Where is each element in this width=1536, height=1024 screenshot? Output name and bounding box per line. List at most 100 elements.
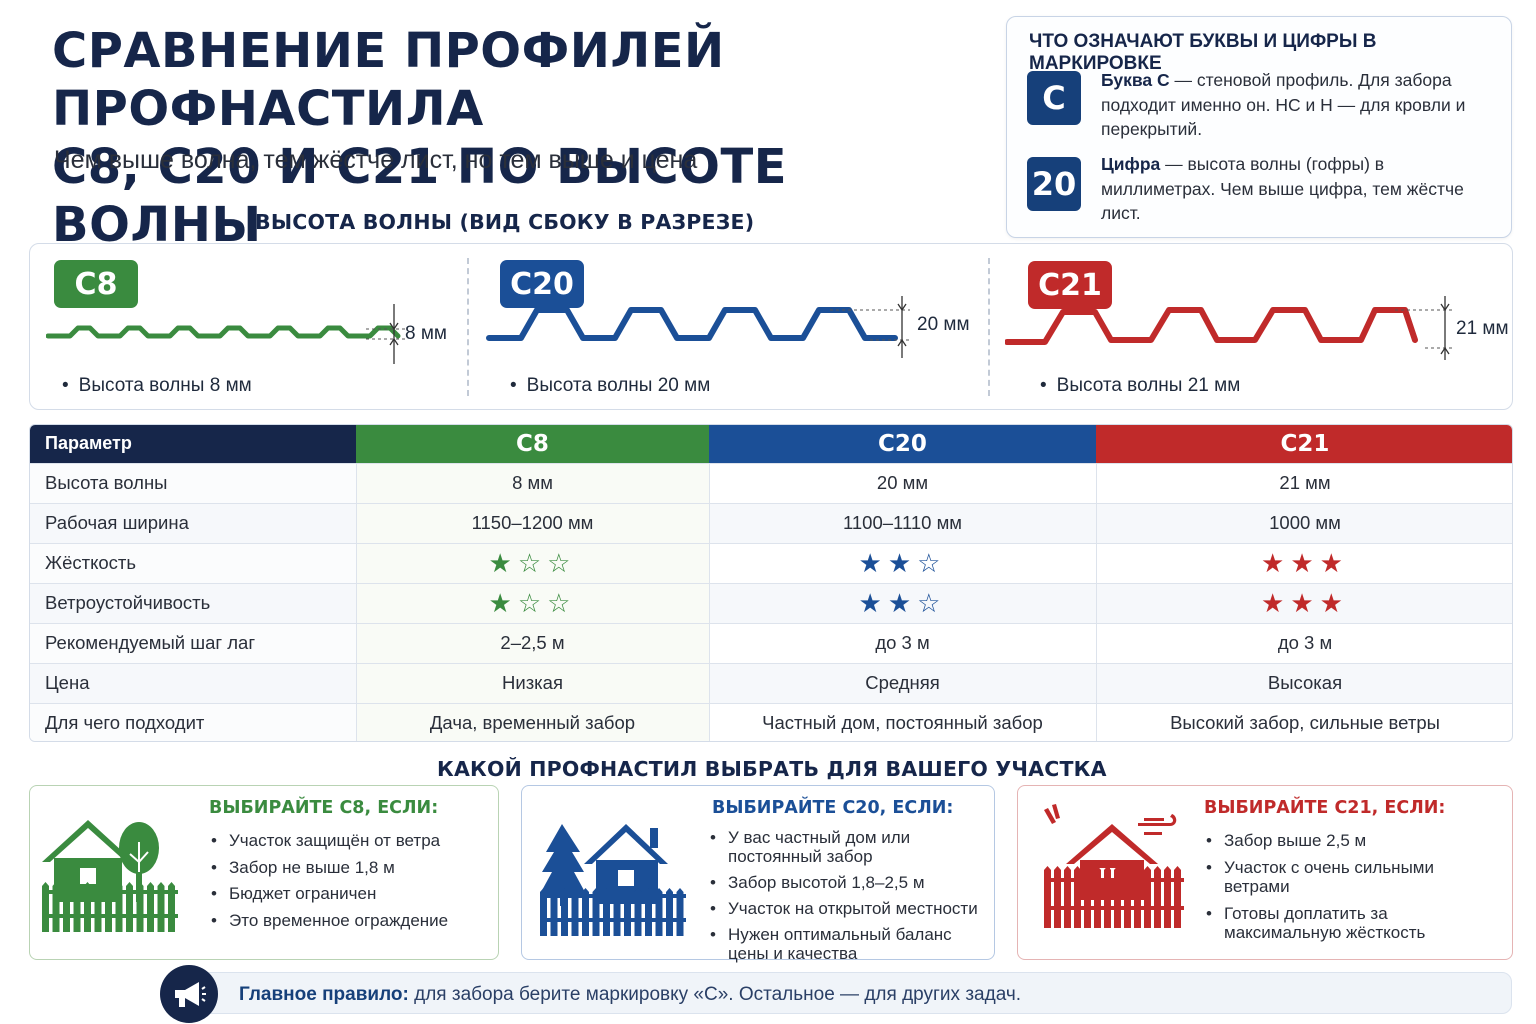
table-header-param: Параметр — [30, 425, 356, 463]
table-cell-c21: Высокий забор, сильные ветры — [1096, 702, 1512, 741]
rating-stars: ★★☆ — [858, 587, 947, 618]
wave-height-label-c21: 21 мм — [1456, 318, 1509, 339]
table-cell-param: Рекомендуемый шаг лаг — [30, 622, 357, 663]
table-cell-c20: 1100–1110 мм — [709, 502, 1097, 543]
table-row: Цена Низкая Средняя Высокая — [30, 662, 1512, 703]
rating-stars: ★★★ — [1261, 587, 1349, 618]
main-rule-bold: Главное правило: — [239, 984, 409, 1005]
legend-desc-letter: — стеновой профиль. Для забора подходит … — [1101, 70, 1466, 139]
choose-list-c21: Забор выше 2,5 м Участок с очень сильными… — [1204, 831, 1494, 950]
wave-badge-c21: С21 — [1028, 261, 1112, 309]
table-row: Для чего подходит Дача, временный забор Ча… — [30, 702, 1512, 741]
main-rule-desc: для забора берите маркировку «С». Осталь… — [408, 984, 1022, 1005]
table-cell-c21: ★★★ — [1096, 542, 1512, 583]
list-item: Забор не выше 1,8 м — [209, 858, 489, 878]
wave-caption-c21: Высота волны 21 мм — [1040, 375, 1241, 397]
choose-title-c21: ВЫБИРАЙТЕ С21, ЕСЛИ: — [1204, 798, 1446, 818]
table-cell-c20: 20 мм — [709, 462, 1097, 503]
wave-divider — [467, 258, 469, 396]
choose-heading: КАКОЙ ПРОФНАСТИЛ ВЫБРАТЬ ДЛЯ ВАШЕГО УЧАС… — [437, 757, 1107, 781]
table-cell-c21: Высокая — [1096, 662, 1512, 703]
table-cell-param: Рабочая ширина — [30, 502, 357, 543]
wave-badge-c8: С8 — [54, 260, 138, 308]
title-line-1: СРАВНЕНИЕ ПРОФИЛЕЙ ПРОФНАСТИЛА — [52, 23, 725, 137]
table-header-c8: С8 — [356, 425, 709, 463]
list-item: Бюджет ограничен — [209, 884, 489, 904]
waves-heading: ВЫСОТА ВОЛНЫ (ВИД СБОКУ В РАЗРЕЗЕ) — [255, 210, 755, 234]
legend-title: ЧТО ОЗНАЧАЮТ БУКВЫ И ЦИФРЫ В МАРКИРОВКЕ — [1029, 31, 1377, 74]
table-cell-c21: ★★★ — [1096, 582, 1512, 623]
main-rule-bar: Главное правило: для забора берите марки… — [168, 972, 1512, 1014]
table-cell-c8: 1150–1200 мм — [356, 502, 710, 543]
table-cell-param: Цена — [30, 662, 357, 703]
choose-card-c8: ВЫБИРАЙТЕ С8, ЕСЛИ: Участок защищён от в… — [29, 785, 499, 960]
legend-bold-letter: Буква С — [1101, 70, 1170, 90]
table-header-c21: С21 — [1096, 425, 1512, 463]
legend-text-number: Цифра — высота волны (гофры) в миллиметр… — [1101, 152, 1501, 226]
choose-title-c20: ВЫБИРАЙТЕ С20, ЕСЛИ: — [712, 798, 954, 818]
table-cell-c21: до 3 м — [1096, 622, 1512, 663]
house-spruce-fence-icon — [540, 824, 686, 936]
table-cell-c20: ★★☆ — [709, 582, 1097, 623]
house-tree-fence-icon — [42, 820, 178, 932]
table-cell-c20: Частный дом, постоянный забор — [709, 702, 1097, 741]
table-row: Ветроустойчивость ★☆☆ ★★☆ ★★★ — [30, 582, 1512, 623]
list-item: Это временное ограждение — [209, 911, 489, 931]
choose-title-c8: ВЫБИРАЙТЕ С8, ЕСЛИ: — [209, 798, 439, 818]
choose-list-c8: Участок защищён от ветра Забор не выше 1,… — [209, 831, 489, 937]
table-cell-c20: ★★☆ — [709, 542, 1097, 583]
choose-list-c20: У вас частный дом или постоянный забор За… — [708, 828, 978, 970]
wave-profile-c21 — [1005, 296, 1453, 360]
rating-stars: ★★☆ — [858, 547, 947, 578]
list-item: Участок защищён от ветра — [209, 831, 489, 851]
megaphone-icon — [160, 965, 218, 1023]
wave-caption-c8: Высота волны 8 мм — [62, 375, 252, 397]
marking-legend: ЧТО ОЗНАЧАЮТ БУКВЫ И ЦИФРЫ В МАРКИРОВКЕ … — [1006, 16, 1512, 238]
table-row: Рабочая ширина 1150–1200 мм 1100–1110 мм 10… — [30, 502, 1512, 543]
list-item: Забор высотой 1,8–2,5 м — [708, 873, 978, 892]
list-item: Нужен оптимальный баланс цены и качества — [708, 925, 978, 963]
table-cell-c8: 2–2,5 м — [356, 622, 710, 663]
table-cell-param: Для чего подходит — [30, 702, 357, 741]
wave-profile-c20 — [486, 296, 910, 358]
list-item: Участок с очень сильными ветрами — [1204, 858, 1494, 897]
legend-desc-number: — высота волны (гофры) в миллиметрах. Че… — [1101, 154, 1464, 223]
table-cell-c8: Низкая — [356, 662, 710, 703]
legend-badge-letter: С — [1027, 71, 1081, 125]
wave-height-label-c8: 8 мм — [405, 323, 447, 344]
wave-badge-c20: С20 — [500, 260, 584, 308]
table-header-c20: С20 — [709, 425, 1096, 463]
list-item: У вас частный дом или постоянный забор — [708, 828, 978, 866]
wave-divider — [988, 258, 990, 396]
table-header-row: Параметр С8 С20 С21 — [30, 425, 1512, 463]
choose-card-c20: ВЫБИРАЙТЕ С20, ЕСЛИ: У вас частный дом и… — [521, 785, 995, 963]
table-cell-c8: ★☆☆ — [356, 582, 710, 623]
table-cell-param: Высота волны — [30, 462, 357, 503]
choose-card-c21: ВЫБИРАЙТЕ С21, ЕСЛИ: Забор выше 2,5 м Уча… — [1017, 785, 1513, 960]
list-item: Забор выше 2,5 м — [1204, 831, 1494, 851]
table-cell-param: Ветроустойчивость — [30, 582, 357, 623]
legend-bold-number: Цифра — [1101, 154, 1161, 174]
list-item: Готовы доплатить за максимальную жёсткос… — [1204, 904, 1494, 943]
table-cell-c8: Дача, временный забор — [356, 702, 710, 741]
table-cell-c8: 8 мм — [356, 462, 710, 503]
table-cell-param: Жёсткость — [30, 542, 357, 583]
table-row: Рекомендуемый шаг лаг 2–2,5 м до 3 м до 3 м — [30, 622, 1512, 663]
legend-text-letter: Буква С — стеновой профиль. Для забора п… — [1101, 68, 1501, 142]
table-cell-c21: 21 мм — [1096, 462, 1512, 503]
main-rule-text: Главное правило: для забора берите марки… — [239, 984, 1021, 1006]
comparison-table: Параметр С8 С20 С21 Высота волны 8 мм 20 м… — [29, 424, 1513, 742]
wave-profile-c8 — [46, 304, 406, 364]
house-wind-fence-icon — [1044, 804, 1184, 928]
wave-profiles-panel: С8 8 мм Высота волны 8 мм С20 20 мм Высо… — [29, 243, 1513, 410]
page-title: СРАВНЕНИЕ ПРОФИЛЕЙ ПРОФНАСТИЛА С8, С20 И… — [52, 22, 992, 254]
legend-badge-number: 20 — [1027, 157, 1081, 211]
table-cell-c8: ★☆☆ — [356, 542, 710, 583]
wave-height-label-c20: 20 мм — [917, 314, 970, 335]
table-row: Высота волны 8 мм 20 мм 21 мм — [30, 462, 1512, 503]
table-cell-c20: до 3 м — [709, 622, 1097, 663]
table-row: Жёсткость ★☆☆ ★★☆ ★★★ — [30, 542, 1512, 583]
table-cell-c21: 1000 мм — [1096, 502, 1512, 543]
wave-caption-c20: Высота волны 20 мм — [510, 375, 711, 397]
rating-stars: ★☆☆ — [488, 547, 577, 578]
